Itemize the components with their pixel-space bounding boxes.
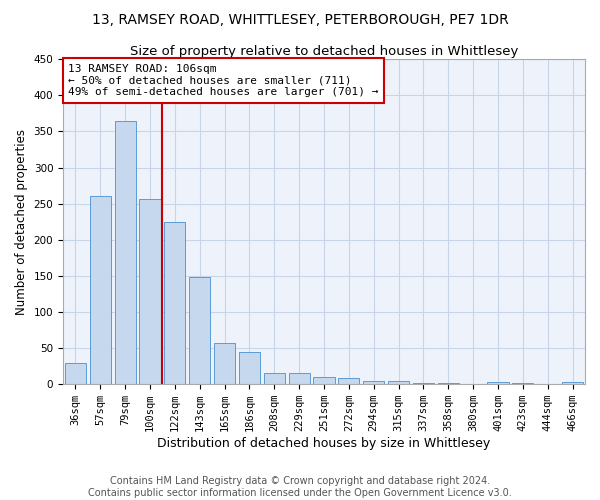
Title: Size of property relative to detached houses in Whittlesey: Size of property relative to detached ho…	[130, 45, 518, 58]
Y-axis label: Number of detached properties: Number of detached properties	[15, 128, 28, 314]
Bar	[313, 377, 335, 384]
Bar	[363, 380, 384, 384]
Bar	[264, 372, 285, 384]
Bar	[164, 222, 185, 384]
Text: 13 RAMSEY ROAD: 106sqm
← 50% of detached houses are smaller (711)
49% of semi-de: 13 RAMSEY ROAD: 106sqm ← 50% of detached…	[68, 64, 379, 97]
Bar	[189, 278, 210, 384]
Bar	[214, 343, 235, 384]
Bar	[239, 352, 260, 384]
Bar	[115, 120, 136, 384]
Text: Contains HM Land Registry data © Crown copyright and database right 2024.
Contai: Contains HM Land Registry data © Crown c…	[88, 476, 512, 498]
Bar	[139, 198, 161, 384]
Bar	[65, 362, 86, 384]
Bar	[562, 382, 583, 384]
Bar	[388, 380, 409, 384]
Text: 13, RAMSEY ROAD, WHITTLESEY, PETERBOROUGH, PE7 1DR: 13, RAMSEY ROAD, WHITTLESEY, PETERBOROUG…	[92, 12, 508, 26]
Bar	[487, 382, 509, 384]
Bar	[90, 196, 111, 384]
X-axis label: Distribution of detached houses by size in Whittlesey: Distribution of detached houses by size …	[157, 437, 491, 450]
Bar	[289, 374, 310, 384]
Bar	[338, 378, 359, 384]
